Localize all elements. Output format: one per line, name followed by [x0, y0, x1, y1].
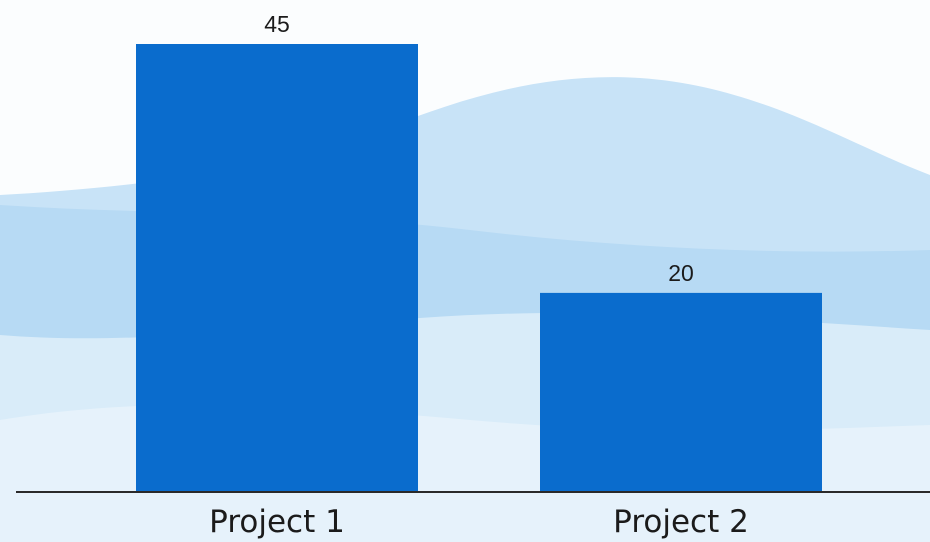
value-label-2: 20 [668, 260, 694, 286]
category-label-1: Project 1 [209, 504, 345, 540]
bar-1 [136, 44, 418, 492]
value-label-1: 45 [264, 11, 290, 37]
bar-2 [540, 292, 822, 492]
category-label-2: Project 2 [613, 504, 749, 540]
bars-layer [136, 44, 822, 492]
labels-layer: 45 Project 1 20 Project 2 [209, 11, 749, 540]
